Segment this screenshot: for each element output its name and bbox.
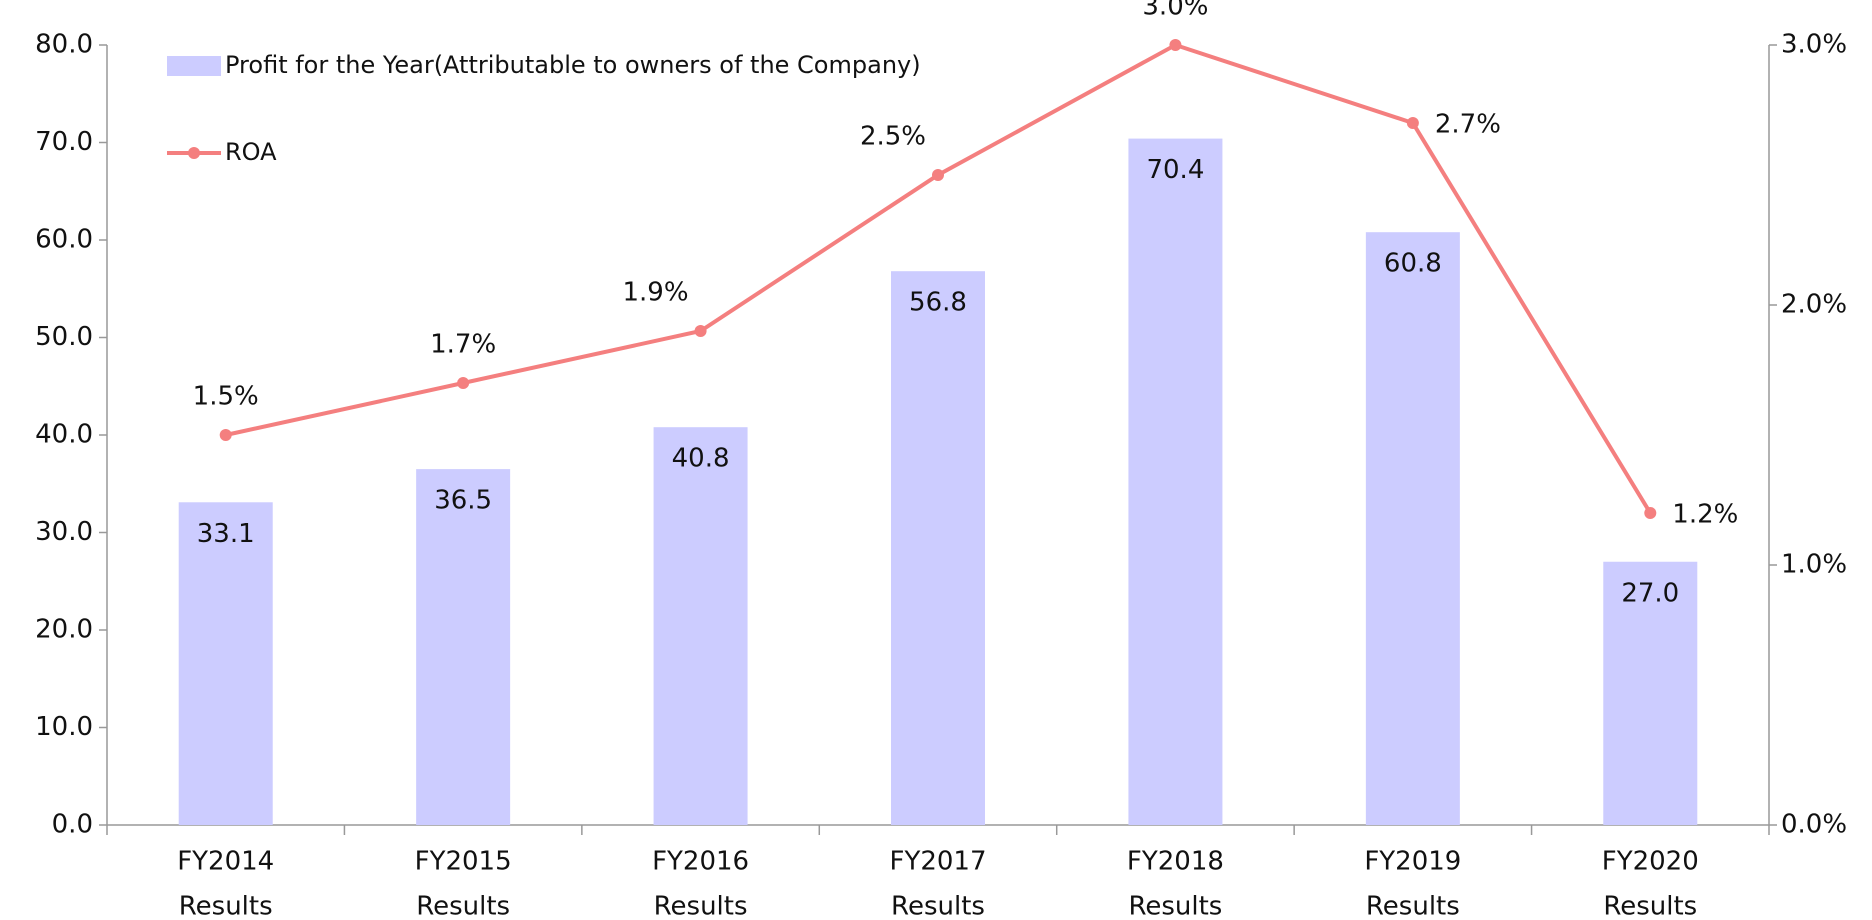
y-tick-label: 20.0	[35, 615, 93, 645]
line-point	[1406, 117, 1419, 129]
y-tick-label: 40.0	[35, 420, 93, 450]
x-tick-label: Results	[891, 892, 985, 920]
y-tick-label: 30.0	[35, 517, 93, 547]
bar	[416, 469, 511, 825]
x-tick-label: Results	[1128, 892, 1222, 920]
bar	[1365, 232, 1460, 825]
bar	[653, 427, 748, 825]
bar-label: 70.4	[1146, 155, 1204, 185]
y2-tick-label: 1.0%	[1781, 550, 1847, 580]
bar-label: 40.8	[672, 444, 730, 474]
x-tick-label: FY2020	[1602, 847, 1699, 877]
legend-label: Profit for the Year(Attributable to owne…	[225, 51, 921, 79]
x-tick-label: Results	[416, 892, 510, 920]
bar-label: 27.0	[1621, 578, 1679, 608]
y2-tick-label: 3.0%	[1781, 30, 1847, 60]
x-tick-label: Results	[654, 892, 748, 920]
x-tick-label: Results	[1366, 892, 1460, 920]
line-point	[1169, 39, 1182, 51]
bar-label: 60.8	[1384, 249, 1442, 279]
x-tick-label: Results	[179, 892, 273, 920]
y-tick-label: 10.0	[35, 712, 93, 742]
y2-tick-label: 2.0%	[1781, 290, 1847, 320]
bar	[1128, 138, 1223, 826]
line-point	[694, 325, 707, 337]
bar	[178, 502, 273, 825]
line-point	[932, 169, 944, 181]
line-label: 3.0%	[1142, 0, 1208, 22]
line-point	[219, 429, 232, 441]
x-tick-label: FY2018	[1127, 847, 1224, 877]
legend-swatch	[167, 56, 221, 76]
line-label: 2.5%	[860, 122, 926, 152]
y-tick-label: 80.0	[35, 30, 93, 60]
y2-tick-label: 0.0%	[1781, 810, 1847, 840]
y-tick-label: 60.0	[35, 225, 93, 255]
x-tick-label: FY2016	[652, 847, 749, 877]
x-tick-label: FY2019	[1364, 847, 1461, 877]
x-tick-label: FY2014	[177, 847, 274, 877]
bar-label: 56.8	[909, 288, 967, 318]
line-label: 1.5%	[193, 382, 259, 412]
line-point	[457, 377, 470, 389]
bar-label: 33.1	[197, 519, 255, 549]
x-tick-label: FY2015	[415, 847, 512, 877]
line-label: 1.2%	[1672, 500, 1738, 530]
line-label: 1.9%	[623, 278, 689, 308]
y-tick-label: 0.0	[52, 810, 93, 840]
line-label: 2.7%	[1435, 110, 1501, 140]
legend-label: ROA	[225, 138, 277, 166]
legend-swatch-point	[188, 147, 200, 159]
line-label: 1.7%	[430, 330, 496, 360]
y-tick-label: 50.0	[35, 322, 93, 352]
x-tick-label: FY2017	[889, 847, 986, 877]
bar	[1603, 561, 1698, 825]
bar	[891, 271, 985, 825]
x-tick-label: Results	[1603, 892, 1697, 920]
line-point	[1644, 507, 1657, 519]
y-tick-label: 70.0	[35, 127, 93, 157]
bar-label: 36.5	[434, 486, 492, 516]
